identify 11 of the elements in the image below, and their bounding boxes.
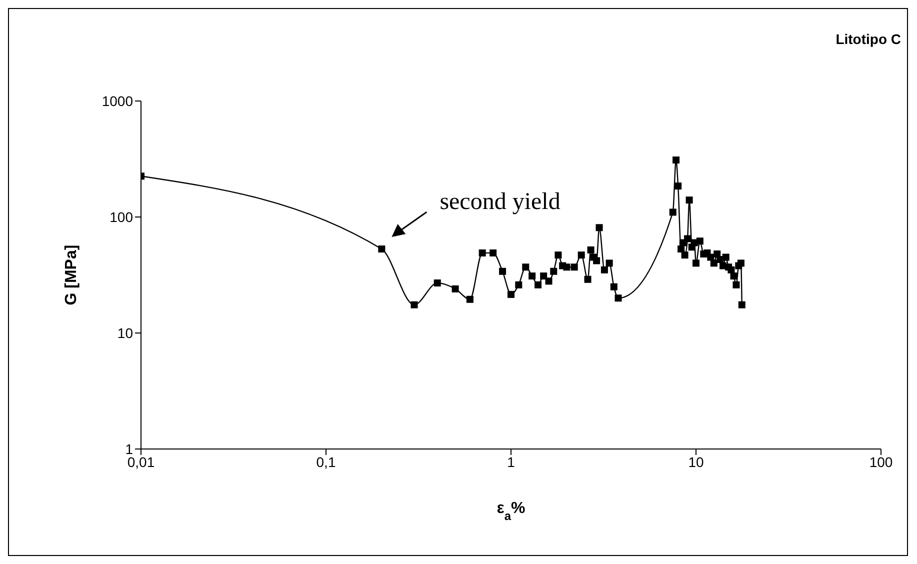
- x-tick-label: 1: [507, 454, 516, 470]
- x-tick-label: 0,1: [316, 454, 336, 470]
- x-tick-label: 10: [688, 454, 704, 470]
- y-tick-label: 100: [110, 208, 134, 225]
- y-tick-label: 10: [117, 324, 134, 341]
- y-axis-title: G [MPa]: [63, 244, 80, 306]
- x-tick-label: 100: [869, 454, 893, 470]
- x-axis-title: ε$_{a}$%: [496, 500, 526, 523]
- chart-title: Litotipo C: [836, 31, 901, 47]
- y-tick-label: 1000: [102, 92, 134, 109]
- annotation: second yield: [440, 188, 560, 215]
